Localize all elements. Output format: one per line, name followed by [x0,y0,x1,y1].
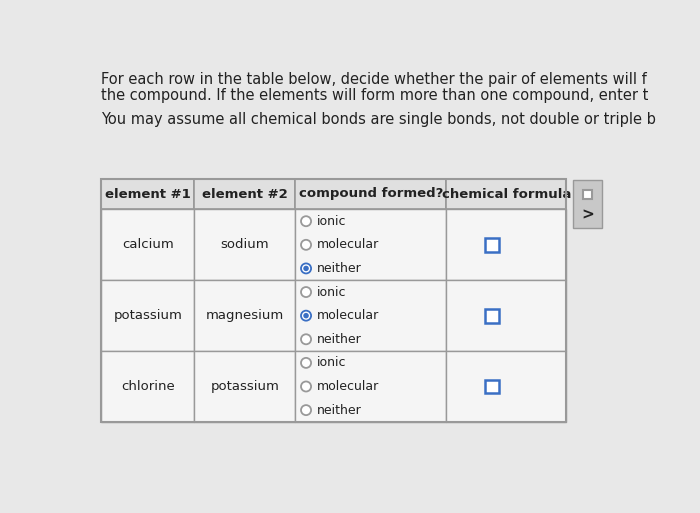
Bar [195,351,295,422]
Bar [195,280,295,351]
Bar [295,179,447,209]
Bar [102,280,195,351]
Text: >: > [581,207,594,222]
Bar [447,351,566,422]
Bar [295,351,447,422]
Text: molecular: molecular [316,239,379,251]
Bar [195,209,295,280]
Bar [485,238,499,252]
Text: calcium: calcium [122,239,174,251]
Bar [102,179,566,422]
Bar [102,179,195,209]
Circle shape [301,405,311,415]
Bar [195,179,295,209]
Circle shape [301,216,311,226]
Text: compound formed?: compound formed? [299,187,443,201]
Text: molecular: molecular [316,309,379,322]
Text: molecular: molecular [316,380,379,393]
Text: potassium: potassium [211,380,279,393]
Bar [447,179,566,209]
Bar [447,280,566,351]
Text: chlorine: chlorine [121,380,175,393]
Text: potassium: potassium [113,309,183,322]
Bar [295,280,447,351]
Bar [573,180,602,228]
Text: neither: neither [316,262,361,275]
Bar [447,209,566,280]
Bar [582,190,592,199]
Bar [102,351,195,422]
Circle shape [303,313,309,319]
Circle shape [301,358,311,368]
Text: ionic: ionic [316,357,346,369]
Text: element #1: element #1 [105,187,191,201]
Circle shape [301,264,311,273]
Text: element #2: element #2 [202,187,288,201]
Text: magnesium: magnesium [206,309,284,322]
Circle shape [301,240,311,250]
Circle shape [301,287,311,297]
Text: chemical formula: chemical formula [442,187,571,201]
Bar [295,209,447,280]
Text: neither: neither [316,333,361,346]
Bar [102,209,195,280]
Bar [485,380,499,393]
Circle shape [301,382,311,391]
Circle shape [301,311,311,321]
Text: For each row in the table below, decide whether the pair of elements will f: For each row in the table below, decide … [102,72,648,87]
Text: neither: neither [316,404,361,417]
Circle shape [301,334,311,344]
Bar [485,309,499,323]
Text: the compound. If the elements will form more than one compound, enter t: the compound. If the elements will form … [102,88,649,103]
Circle shape [303,266,309,271]
Text: sodium: sodium [220,239,269,251]
Text: You may assume all chemical bonds are single bonds, not double or triple b: You may assume all chemical bonds are si… [102,112,657,127]
Text: ionic: ionic [316,215,346,228]
Text: ionic: ionic [316,286,346,299]
